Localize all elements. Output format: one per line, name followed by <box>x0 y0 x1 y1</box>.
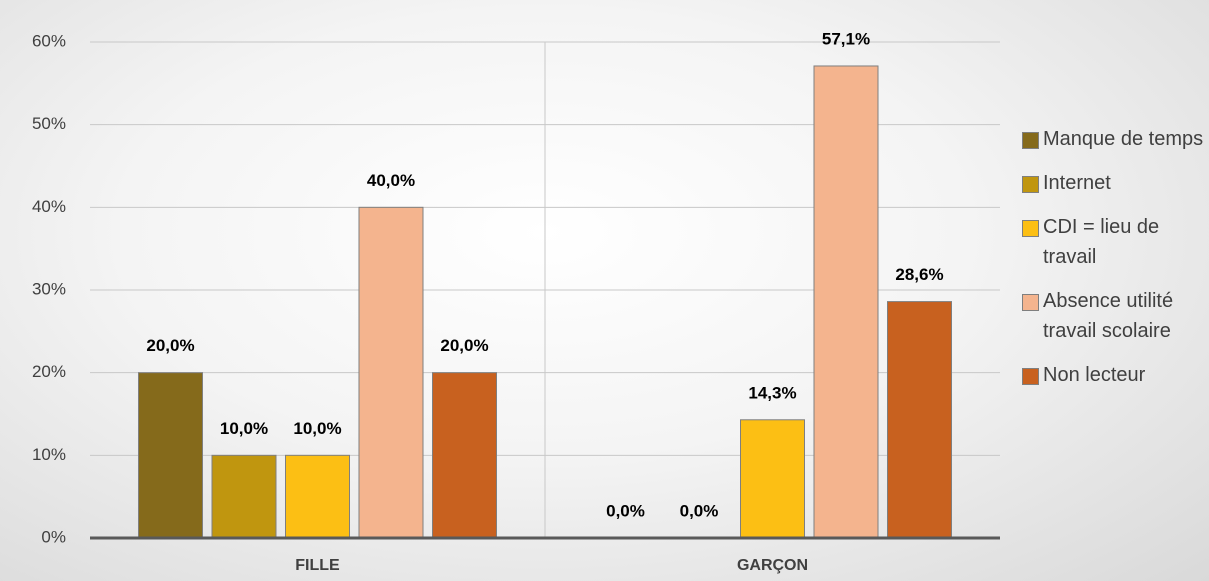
y-tick-label: 60% <box>32 31 66 50</box>
value-label: 10,0% <box>293 419 341 438</box>
y-tick-label: 50% <box>32 114 66 133</box>
bar <box>887 301 952 539</box>
y-tick-label: 20% <box>32 362 66 381</box>
x-tick-label: GARÇON <box>737 557 808 574</box>
y-tick-label: 0% <box>41 527 66 546</box>
legend-swatch <box>1022 176 1039 193</box>
value-label: 57,1% <box>822 29 870 48</box>
legend-label: Manque de temps <box>1043 128 1204 150</box>
bar <box>358 206 424 539</box>
value-label: 0,0% <box>606 501 645 520</box>
value-label: 10,0% <box>220 419 268 438</box>
bar <box>432 372 497 539</box>
bar <box>138 372 203 539</box>
value-label: 40,0% <box>367 171 415 190</box>
value-label: 28,6% <box>895 265 943 284</box>
legend: Manque de temps Internet CDI = lieu de tra… <box>1022 124 1209 404</box>
bar <box>740 419 805 539</box>
value-label: 20,0% <box>440 336 488 355</box>
value-label: 20,0% <box>146 336 194 355</box>
y-tick-label: 30% <box>32 279 66 298</box>
legend-item: Internet <box>1022 168 1209 198</box>
bar <box>813 65 879 539</box>
bar <box>285 454 350 539</box>
y-tick-label: 10% <box>32 445 66 464</box>
y-tick-label: 40% <box>32 197 66 216</box>
legend-label: Internet <box>1043 172 1111 194</box>
legend-item: Manque de temps <box>1022 124 1209 154</box>
legend-swatch <box>1022 368 1039 385</box>
legend-item: Absence utilité travail scolaire <box>1022 286 1209 346</box>
legend-swatch <box>1022 294 1039 311</box>
legend-item: CDI = lieu de travail <box>1022 212 1209 272</box>
legend-swatch <box>1022 220 1039 237</box>
legend-item: Non lecteur <box>1022 360 1209 390</box>
x-tick-label: FILLE <box>295 557 340 574</box>
legend-label: Absence utilité travail scolaire <box>1043 290 1174 342</box>
value-label: 14,3% <box>748 383 796 402</box>
legend-swatch <box>1022 132 1039 149</box>
legend-label: Non lecteur <box>1043 364 1146 386</box>
value-label: 0,0% <box>680 501 719 520</box>
legend-label: CDI = lieu de travail <box>1043 216 1160 268</box>
bar <box>211 454 277 539</box>
